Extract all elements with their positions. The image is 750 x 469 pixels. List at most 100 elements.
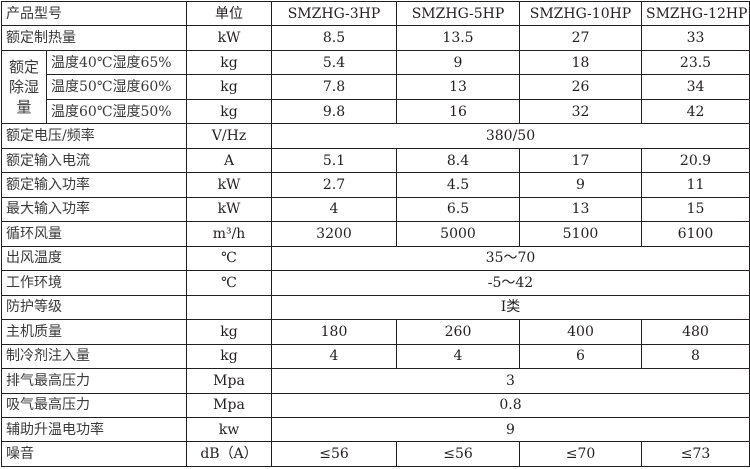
row-label: 温度60℃湿度50% [46, 98, 187, 125]
row-unit: kW [186, 196, 272, 223]
row-label: 最大输入功率 [1, 196, 187, 223]
header-model: SMZHG-5HP [396, 0, 520, 27]
row-label: 噪音 [1, 441, 187, 467]
row-value: 16 [396, 98, 520, 125]
row-unit: m³/h [186, 221, 272, 247]
row-label: 额定输入电流 [1, 147, 187, 174]
row-value: 8.5 [271, 25, 397, 51]
table-row: 温度50℃湿度60% kg 7.8 13 26 34 [2, 74, 750, 100]
table-row: 温度60℃湿度50% kg 9.8 16 32 42 [2, 98, 750, 125]
row-unit: kg [186, 74, 272, 100]
row-value: 26 [519, 74, 642, 100]
row-value: 8 [641, 343, 750, 370]
row-value: 9 [271, 416, 750, 443]
row-value: 480 [641, 319, 750, 345]
row-value: 6.5 [396, 196, 520, 223]
header-model: SMZHG-10HP [519, 0, 642, 27]
row-unit: kW [186, 25, 272, 51]
row-unit: kw [186, 416, 272, 443]
row-value: 4 [396, 343, 520, 370]
row-value: 15 [641, 196, 750, 223]
row-value: 42 [641, 98, 750, 125]
row-value: 400 [519, 319, 642, 345]
table-row: 出风温度 ℃ 35～70 [1, 245, 750, 272]
row-value: 32 [519, 98, 642, 125]
row-label: 额定输入功率 [1, 172, 187, 198]
row-value: 27 [519, 25, 642, 51]
row-label: 工作环境 [1, 270, 187, 296]
row-value: 17 [519, 147, 642, 174]
row-value: ≤73 [641, 441, 750, 467]
row-label: 温度40℃湿度65% [46, 49, 187, 76]
row-unit: Mpa [186, 368, 272, 394]
row-value: -5～42 [271, 270, 750, 296]
row-value: 9.8 [271, 98, 397, 125]
row-value: 3 [271, 368, 750, 394]
row-unit: Mpa [186, 392, 272, 418]
row-value: ≤70 [519, 441, 642, 467]
table-row: 最大输入功率 kW 4 6.5 13 15 [1, 196, 750, 223]
row-unit: A [186, 147, 272, 174]
row-unit: kg [186, 319, 272, 345]
row-unit: dB（A） [186, 441, 272, 467]
row-value: 20.9 [641, 147, 750, 174]
row-value: 9 [396, 49, 520, 76]
row-value: ≤56 [271, 441, 397, 467]
table-row: 循环风量 m³/h 3200 5000 5100 6100 [1, 221, 750, 247]
table-row: 工作环境 ℃ -5～42 [1, 270, 750, 296]
row-label: 循环风量 [1, 221, 187, 247]
row-value: 8.4 [396, 147, 520, 174]
row-value: 9 [519, 172, 642, 198]
row-unit [186, 294, 272, 321]
row-value: 7.8 [271, 74, 397, 100]
row-unit: kg [186, 343, 272, 370]
dehum-group-cell: 额定除湿量 [1, 49, 47, 125]
row-value: 5.1 [271, 147, 397, 174]
row-unit: kW [186, 172, 272, 198]
row-value: 380/50 [271, 123, 750, 149]
row-value: 6 [519, 343, 642, 370]
row-value: 6100 [641, 221, 750, 247]
table-row: 主机质量 kg 180 260 400 480 [1, 319, 750, 345]
row-value: 11 [641, 172, 750, 198]
row-label: 出风温度 [1, 245, 187, 272]
table-row: 额定输入功率 kW 2.7 4.5 9 11 [1, 172, 750, 198]
table-row: 防护等级 Ⅰ类 [1, 294, 750, 321]
row-label: 主机质量 [1, 319, 187, 345]
row-label: 防护等级 [1, 294, 187, 321]
row-value: ≤56 [396, 441, 520, 467]
table-row: 制冷剂注入量 kg 4 4 6 8 [1, 343, 750, 370]
header-row: 产品型号 单位 SMZHG-3HP SMZHG-5HP SMZHG-10HP S… [1, 0, 750, 27]
row-label: 温度50℃湿度60% [46, 74, 187, 100]
row-unit: ℃ [186, 270, 272, 296]
row-value: 35～70 [271, 245, 750, 272]
row-value: 33 [641, 25, 750, 51]
table-row: 吸气最高压力 Mpa 0.8 [1, 392, 750, 418]
row-label: 制冷剂注入量 [1, 343, 187, 370]
row-value: 5100 [519, 221, 642, 247]
row-label: 吸气最高压力 [1, 392, 187, 418]
row-value: 4.5 [396, 172, 520, 198]
row-value: 23.5 [641, 49, 750, 76]
row-value: 4 [271, 196, 397, 223]
row-value: 18 [519, 49, 642, 76]
row-unit: kg [186, 98, 272, 125]
table-row: 额定输入电流 A 5.1 8.4 17 20.9 [1, 147, 750, 174]
row-label: 辅助升温电功率 [1, 416, 187, 443]
dehum-group-label: 额定除湿量 [8, 57, 39, 117]
row-label: 额定电压/频率 [1, 123, 187, 149]
row-value: 4 [271, 343, 397, 370]
row-unit: V/Hz [186, 123, 272, 149]
row-value: 13 [519, 196, 642, 223]
header-name: 产品型号 [1, 0, 187, 27]
row-label: 排气最高压力 [1, 368, 187, 394]
row-label: 额定制热量 [1, 25, 187, 51]
row-value: 260 [396, 319, 520, 345]
table-row: 辅助升温电功率 kw 9 [1, 416, 750, 443]
row-value: 13 [396, 74, 520, 100]
table-row: 噪音 dB（A） ≤56 ≤56 ≤70 ≤73 [1, 441, 750, 467]
header-unit: 单位 [186, 0, 272, 27]
row-value: 5000 [396, 221, 520, 247]
table-row: 额定除湿量 温度40℃湿度65% kg 5.4 9 18 23.5 [1, 49, 750, 125]
